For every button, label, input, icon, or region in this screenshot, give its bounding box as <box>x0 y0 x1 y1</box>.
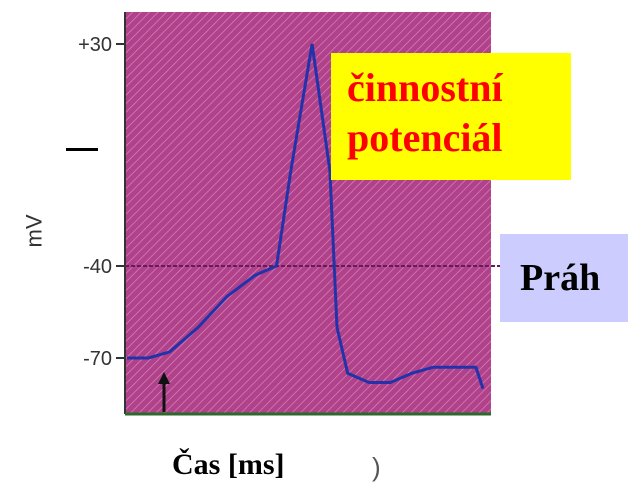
y-tick-label: -40 <box>83 256 112 278</box>
x-axis-label: Čas [ms] <box>172 448 285 481</box>
series-line <box>127 43 485 390</box>
y-tick-label: -70 <box>83 348 112 370</box>
y-ticks: +30 -40 -70 <box>78 34 125 370</box>
action-potential-line-1: činnostní <box>347 65 503 110</box>
dash-mark <box>66 148 98 151</box>
stimulus-arrow <box>158 372 170 412</box>
y-axis-label: mV <box>21 214 47 248</box>
threshold-label: Práh <box>500 234 628 322</box>
action-potential-label: činnostní potenciál <box>331 53 571 180</box>
action-potential-line-2: potenciál <box>347 115 503 160</box>
y-tick-label: +30 <box>78 34 112 56</box>
stray-mark: ) <box>372 452 381 482</box>
